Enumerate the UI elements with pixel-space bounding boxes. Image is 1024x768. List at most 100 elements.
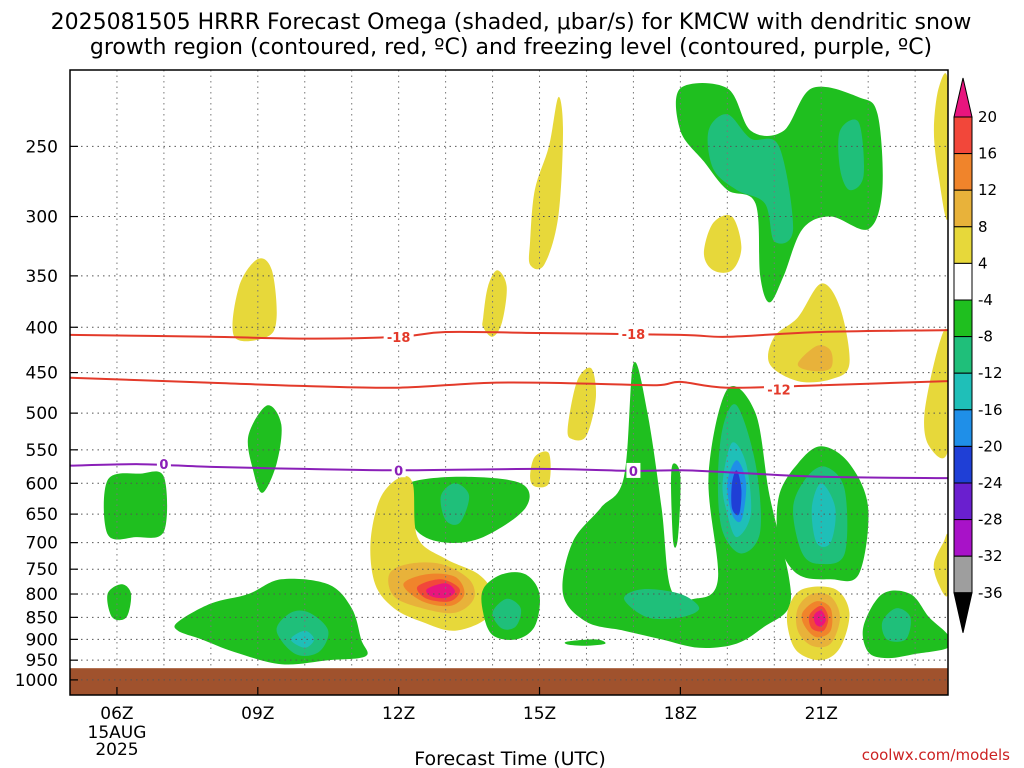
x-tick-label-15: 15Z [523, 704, 556, 724]
colorbar-label-6: -8 [978, 328, 993, 346]
omega-region-31 [623, 589, 700, 620]
contour-label-2: -12 [767, 383, 791, 398]
colorbar-label-11: -28 [978, 511, 1003, 529]
omega-region-10 [933, 533, 948, 597]
omega-region-15 [103, 471, 168, 540]
contour-0-2 [70, 463, 948, 480]
y-tick-label-800: 800 [26, 585, 58, 605]
y-tick-label-1000: 1000 [15, 671, 58, 691]
y-tick-label-300: 300 [26, 208, 58, 228]
colorbar-segment-2 [953, 153, 973, 191]
contour-label-bg-3 [156, 456, 171, 472]
colorbar-segment-13 [953, 555, 973, 594]
colorbar-label-13: -36 [978, 584, 1003, 602]
y-tick-label-450: 450 [26, 364, 58, 384]
x-tick-label-18: 18Z [664, 704, 697, 724]
omega-region-36 [671, 463, 681, 548]
omega-region-4 [933, 73, 948, 220]
colorbar-segment-4 [953, 226, 973, 264]
y-tick-label-700: 700 [26, 534, 58, 554]
contour-label-bg-5 [626, 462, 641, 478]
contour-label-bg-1 [618, 325, 649, 341]
omega-region-7 [924, 328, 948, 459]
colorbar-segment-11 [953, 482, 973, 521]
omega-region-20 [403, 476, 530, 543]
x-tick-date: 15AUG [88, 723, 147, 743]
colorbar-segment-10 [953, 445, 973, 484]
colorbar-segment-5 [953, 262, 973, 301]
x-tick-label-9: 09Z [241, 704, 274, 724]
colorbar-segment-7 [953, 336, 973, 374]
y-tick-label-950: 950 [26, 651, 58, 671]
y-tick-label-500: 500 [26, 404, 58, 424]
omega-region-6 [797, 345, 833, 372]
omega-region-13 [838, 119, 865, 191]
y-tick-label-900: 900 [26, 630, 58, 650]
omega-region-21 [440, 483, 470, 525]
omega-region-8 [567, 367, 597, 441]
colorbar-label-2: 12 [978, 181, 997, 199]
colorbar-segment-12 [953, 519, 973, 557]
omega-region-29 [564, 639, 606, 646]
omega-region-39 [811, 483, 836, 547]
y-tick-label-250: 250 [26, 137, 58, 157]
y-tick-label-850: 850 [26, 608, 58, 628]
contour-label-3: 0 [159, 458, 168, 473]
omega-region-1 [528, 96, 563, 270]
omega-region-14 [247, 405, 282, 493]
omega-region-28 [492, 598, 522, 630]
colorbar-label-12: -32 [978, 547, 1003, 565]
colorbar-label-7: -12 [978, 364, 1003, 382]
omega-region-0 [232, 258, 277, 342]
omega-region-3 [703, 214, 742, 273]
contour-label-bg-4 [391, 462, 406, 478]
omega-region-2 [482, 270, 507, 337]
grid-lines [70, 70, 948, 681]
y-tick-label-550: 550 [26, 441, 58, 461]
contour--18-0 [70, 329, 948, 340]
chart-title-line1: 2025081505 HRRR Forecast Omega (shaded, … [51, 10, 972, 35]
x-tick-label-12: 12Z [382, 704, 415, 724]
colorbar-top-arrow [953, 77, 973, 118]
contour-labels: -18 -18 -12 0 0 0 [156, 325, 794, 480]
omega-region-35 [731, 470, 742, 516]
contour-label-bg-2 [763, 381, 794, 397]
colorbar-label-8: -16 [978, 401, 1003, 419]
omega-region-12 [707, 114, 794, 244]
colorbar: 20 16 12 8 4 -4 -8 -12 -16 -20 -24 -28 -32 -36 [953, 77, 1003, 633]
colorbar-label-4: 4 [978, 254, 988, 272]
omega-region-46 [813, 610, 826, 627]
y-tick-label-750: 750 [26, 560, 58, 580]
omega-region-41 [881, 608, 911, 642]
chart-title-line2: growth region (contoured, red, ºC) and f… [90, 35, 932, 60]
plot-frame [69, 69, 949, 696]
colorbar-segment-6 [953, 299, 973, 338]
colorbar-label-5: -4 [978, 291, 993, 309]
colorbar-segment-1 [953, 116, 973, 155]
omega-region-17 [174, 578, 368, 665]
x-axis-label: Forecast Time (UTC) [414, 748, 605, 768]
y-tick-label-650: 650 [26, 505, 58, 525]
colorbar-segment-3 [953, 189, 973, 228]
colorbar-bottom-arrow [953, 592, 973, 633]
ground-level [70, 668, 948, 695]
x-tick-year: 2025 [95, 740, 138, 760]
x-tick-label-21: 21Z [805, 704, 838, 724]
contour-label-5: 0 [629, 465, 638, 480]
contour-label-0: -18 [387, 331, 411, 346]
colorbar-label-1: 16 [978, 145, 997, 163]
colorbar-label-3: 8 [978, 218, 988, 236]
omega-shading [103, 73, 948, 665]
omega-region-16 [107, 584, 132, 621]
colorbar-label-9: -20 [978, 437, 1003, 455]
x-tick-label-6: 06Z [100, 704, 133, 724]
y-axis-ticks: 2503003504004505005506006507007508008509… [15, 137, 78, 691]
contour-label-bg-0 [383, 328, 414, 344]
y-tick-label-350: 350 [26, 267, 58, 287]
credit-text: coolwx.com/models [862, 746, 1010, 764]
colorbar-segment-8 [953, 372, 973, 411]
contour-label-1: -18 [622, 328, 646, 343]
colorbar-label-10: -24 [978, 474, 1003, 492]
